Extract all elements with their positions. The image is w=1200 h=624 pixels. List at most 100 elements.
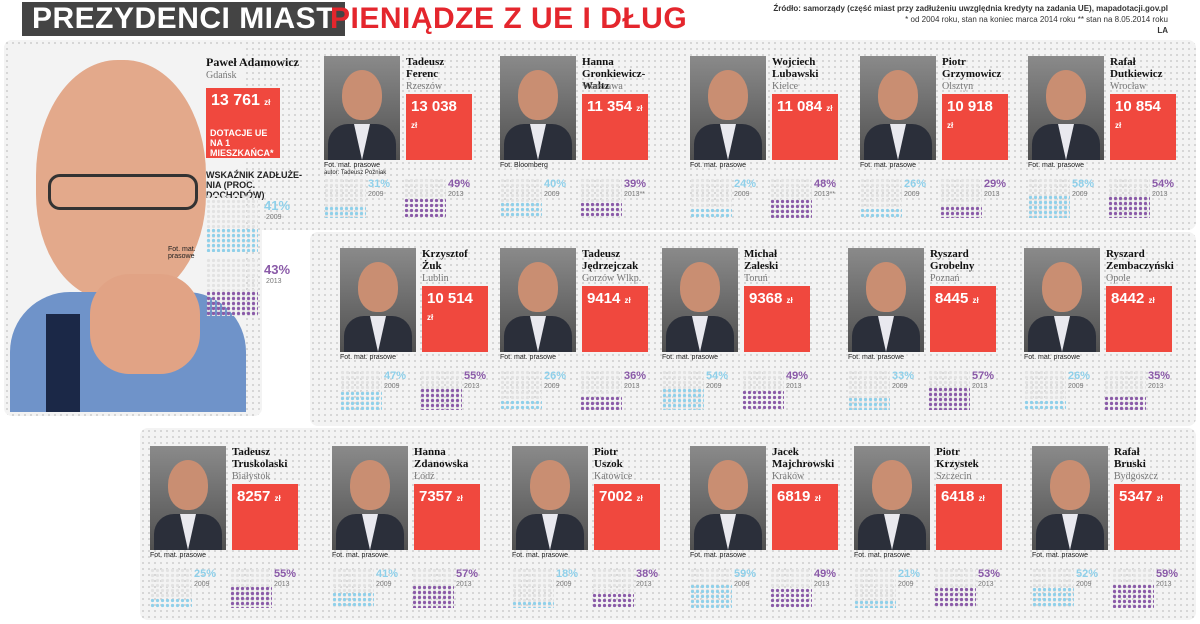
amount-box: 8445 zł: [930, 286, 996, 352]
grid-2009: [1032, 568, 1074, 608]
grid-2013: [770, 568, 812, 608]
page-title: PREZYDENCI MIAST: [22, 2, 346, 36]
amount-unit: zł: [1148, 296, 1155, 305]
pct-2013: 35%: [1148, 370, 1171, 382]
pct-2009: 24%: [734, 178, 757, 190]
amount-box: 6418 zł: [936, 484, 1002, 550]
mayor-first-name: Rafał: [1114, 446, 1140, 458]
pct-2013: 55%: [464, 370, 487, 382]
pct-2009: 26%: [1068, 370, 1091, 382]
amount-value: 6418: [941, 488, 975, 505]
pct-2009: 31%: [368, 178, 391, 190]
amount-value: 11 084: [777, 98, 823, 115]
amount-box: 7002 zł: [594, 484, 660, 550]
year-2013: 2013: [978, 581, 994, 588]
mayor-photo: [512, 446, 588, 550]
fill-2009: [1032, 587, 1074, 608]
amount-box: 6819 zł: [772, 484, 838, 550]
amount-box: 11 354 zł: [582, 94, 648, 160]
pct-2013: 54%: [1152, 178, 1175, 190]
year-2009: 2009: [898, 581, 914, 588]
year-2013: 2013: [464, 383, 480, 390]
pct-2009: 25%: [194, 568, 217, 580]
pct-2009: 26%: [544, 370, 567, 382]
mayor-city: Katowice: [594, 471, 633, 482]
mayor-photo: [500, 248, 576, 352]
amount-box: 11 084 zł: [772, 94, 838, 160]
grid-2013: [928, 370, 970, 410]
amount-unit: zł: [814, 494, 821, 503]
fill-2009: [854, 600, 896, 608]
year-2013: 2013: [1148, 383, 1164, 390]
amount-value: 10 854: [1115, 98, 1161, 115]
photo-credit: Fot. mat. prasowe: [662, 354, 719, 361]
mayor-last-name: Bruski: [1114, 458, 1146, 470]
photo-credit: Fot. mat. prasowe: [860, 162, 917, 169]
grid-2009: [690, 178, 732, 218]
grid-2009: [854, 568, 896, 608]
mayor-city: Warszawa: [582, 81, 623, 92]
year-2009: 2009: [1068, 383, 1084, 390]
mayor-first-name: Rafał: [1110, 56, 1136, 68]
year-2009: 2009: [734, 191, 750, 198]
amount-unit: zł: [947, 121, 954, 130]
mayor-photo: [860, 56, 936, 160]
featured-grid-2013: [206, 258, 258, 316]
mayor-card: Piotr Uszok Katowice 7002 zł Fot. mat. praso…: [512, 446, 682, 616]
amount-unit: zł: [456, 494, 463, 503]
pct-2013: 39%: [624, 178, 647, 190]
year-2013: 2013: [814, 581, 830, 588]
featured-fill-2009: [206, 228, 258, 252]
mayor-last-name: Zaleski: [744, 260, 779, 272]
pct-2009: 47%: [384, 370, 407, 382]
photo-credit: Fot. mat. prasowe: [690, 552, 747, 559]
grid-2013: [592, 568, 634, 608]
mayor-card: Wojciech Lubawski Kielce 11 084 zł Fot. mat.…: [690, 56, 860, 226]
mayor-last-name: Krzystek: [936, 458, 979, 470]
fill-2009: [690, 584, 732, 608]
fill-2013: [940, 206, 982, 218]
mayor-first-name: Tadeusz: [582, 248, 621, 260]
fill-2013: [592, 593, 634, 608]
grid-2009: [500, 370, 542, 410]
photo-credit: Fot. mat. prasowe: [332, 552, 389, 559]
mayor-first-name: Ryszard: [930, 248, 969, 260]
featured-pct-2013: 43%: [264, 262, 291, 277]
mayor-first-name: Ryszard: [1106, 248, 1145, 260]
mayor-last-name: Truskolaski: [232, 458, 288, 470]
year-2009: 2009: [734, 581, 750, 588]
amount-unit: zł: [624, 296, 631, 305]
panel-row-3: [140, 428, 1196, 620]
mayor-city: Lublin: [422, 273, 449, 284]
amount-box: 8442 zł: [1106, 286, 1172, 352]
mayor-photo: [690, 56, 766, 160]
grid-2009: [324, 178, 366, 218]
mayor-city: Kraków: [772, 471, 805, 482]
amount-box: 10 854 zł: [1110, 94, 1176, 160]
amount-box: 9414 zł: [582, 286, 648, 352]
mayor-photo: [324, 56, 400, 160]
grid-2009: [848, 370, 890, 410]
mayor-last-name: Uszok: [594, 458, 623, 470]
amount-box: 10 918 zł: [942, 94, 1008, 160]
amount-value: 11 354: [587, 98, 633, 115]
pct-2013: 49%: [448, 178, 471, 190]
amount-value: 5347: [1119, 488, 1153, 505]
grid-2013: [1104, 370, 1146, 410]
year-2009: 2009: [368, 191, 384, 198]
amount-unit: zł: [1115, 121, 1122, 130]
mayor-last-name: Zembaczyński: [1106, 260, 1174, 272]
photo-credit: Fot. mat. prasowe: [1028, 162, 1085, 169]
mayor-photo: [500, 56, 576, 160]
pct-2013: 57%: [456, 568, 479, 580]
grid-2013: [742, 370, 784, 410]
mayor-photo: [1028, 56, 1104, 160]
amount-value: 7002: [599, 488, 633, 505]
mayor-city: Łódź: [414, 471, 435, 482]
grid-2013: [934, 568, 976, 608]
mayor-city: Wrocław: [1110, 81, 1147, 92]
source-line: Źródło: samorządy (część miast przy zadł…: [773, 4, 1168, 13]
source-footnote: * od 2004 roku, stan na koniec marca 201…: [905, 15, 1168, 24]
mayor-last-name: Jędrzejczak: [582, 260, 639, 272]
mayor-card: Piotr Grzymowicz Olsztyn 10 918 zł Fot. mat.…: [860, 56, 1030, 226]
